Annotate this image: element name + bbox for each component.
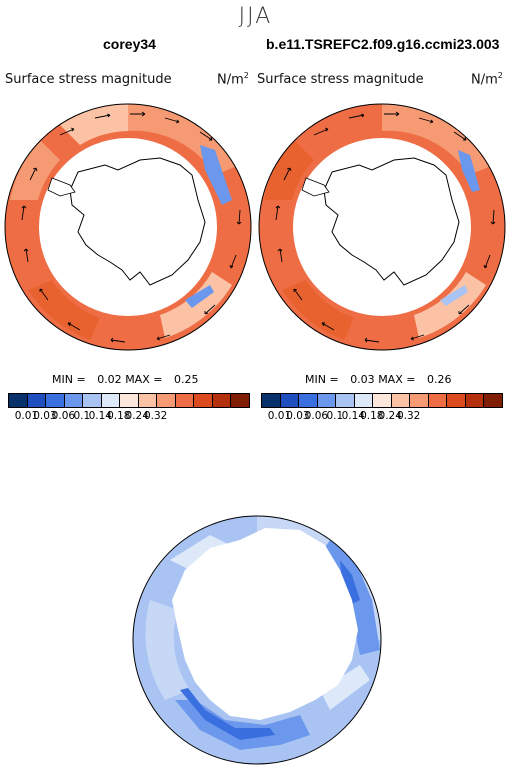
minmax-right: MIN = 0.03 MAX = 0.26 — [305, 373, 451, 386]
colorbar-swatch-right-10 — [447, 394, 466, 407]
antarctica-left — [69, 157, 206, 286]
colorbar-tick-right-4: 0.14 — [341, 410, 365, 422]
min-value-left: 0.02 — [97, 373, 122, 386]
unit-label-left: N/m2 — [217, 71, 249, 87]
map-left-border — [4, 103, 252, 351]
map-right — [259, 104, 505, 350]
unit-base-left: N/m — [217, 72, 244, 88]
colorbar-tick-right-0: 0.01 — [267, 410, 292, 422]
colorbar-tick-left-5: 0.18 — [107, 410, 131, 422]
season-title: JJA — [238, 4, 273, 29]
minmax-left: MIN = 0.02 MAX = 0.25 — [52, 373, 198, 386]
colorbar-tick-right-2: 0.06 — [304, 410, 329, 422]
colorbar-tick-left-3: 0.1 — [73, 410, 91, 422]
min-label-right: MIN = — [305, 373, 339, 386]
colorbar-swatch-right-4 — [336, 394, 355, 407]
colorbar-tick-right-6: 0.24 — [378, 410, 402, 422]
min-value-right: 0.03 — [350, 373, 375, 386]
colorbar-tick-right-7: 0.32 — [396, 410, 421, 422]
colorbar-left — [8, 393, 250, 408]
colorbar-swatch-right-5 — [354, 394, 374, 407]
map-difference-border — [132, 515, 382, 765]
unit-base-right: N/m — [471, 72, 498, 88]
colorbar-tick-left-6: 0.24 — [125, 410, 149, 422]
colorbar-swatch-right-0 — [262, 394, 281, 407]
colorbar-swatch-right-11 — [465, 394, 485, 407]
variable-label-right: Surface stress magnitude — [257, 72, 424, 87]
difference-interior — [172, 528, 358, 720]
colorbar-tick-left-1: 0.03 — [33, 410, 57, 422]
colorbar-swatch-left-6 — [120, 394, 139, 407]
case-name-left: corey34 — [103, 36, 156, 52]
colorbar-swatch-left-4 — [83, 394, 102, 407]
map-right-border — [258, 103, 506, 351]
colorbar-tick-left-2: 0.06 — [51, 410, 76, 422]
colorbar-swatch-right-8 — [410, 394, 429, 407]
colorbar-swatch-left-8 — [157, 394, 176, 407]
colorbar-swatch-right-2 — [299, 394, 318, 407]
colorbar-swatch-left-2 — [46, 394, 65, 407]
case-name-right: b.e11.TSREFC2.f09.g16.ccmi23.003 — [266, 36, 500, 52]
colorbar-swatch-left-5 — [101, 394, 121, 407]
colorbar-swatch-left-3 — [64, 394, 84, 407]
colorbar-tick-right-5: 0.18 — [360, 410, 384, 422]
colorbar-swatch-left-12 — [231, 394, 249, 407]
colorbar-tick-left-4: 0.14 — [88, 410, 112, 422]
blue-patch-right-upper — [458, 150, 480, 192]
max-value-right: 0.26 — [426, 373, 452, 386]
colorbar-swatch-left-9 — [175, 394, 195, 407]
colorbar-swatch-left-0 — [9, 394, 28, 407]
colorbar-swatch-left-1 — [27, 394, 47, 407]
colorbar-swatch-right-7 — [391, 394, 411, 407]
antarctica-right — [323, 157, 460, 286]
colorbar-swatch-left-7 — [138, 394, 158, 407]
max-label-right: MAX = — [378, 373, 416, 386]
arrows-left — [21, 111, 242, 343]
max-label-left: MAX = — [125, 373, 163, 386]
colorbar-swatch-right-12 — [484, 394, 502, 407]
colorbar-swatch-right-1 — [280, 394, 300, 407]
map-difference — [133, 516, 381, 764]
blue-patch-left-lower — [185, 285, 214, 308]
colorbar-swatch-right-3 — [317, 394, 337, 407]
colorbar-swatch-right-6 — [373, 394, 392, 407]
blue-patch-right-lower — [440, 285, 468, 306]
colorbar-tick-right-3: 0.1 — [326, 410, 344, 422]
colorbar-swatch-left-10 — [194, 394, 213, 407]
map-left — [5, 104, 251, 350]
max-value-left: 0.25 — [173, 373, 199, 386]
colorbar-tick-left-0: 0.01 — [14, 410, 39, 422]
unit-label-right: N/m2 — [471, 71, 503, 87]
colorbar-right — [261, 393, 503, 408]
colorbar-tick-left-7: 0.32 — [143, 410, 168, 422]
colorbar-swatch-left-11 — [212, 394, 232, 407]
blue-patch-left-upper — [200, 145, 232, 205]
arrows-right — [275, 111, 496, 343]
variable-label-left: Surface stress magnitude — [5, 72, 172, 87]
unit-exp-left: 2 — [243, 71, 249, 80]
colorbar-tick-right-1: 0.03 — [286, 410, 310, 422]
unit-exp-right: 2 — [497, 71, 503, 80]
min-label-left: MIN = — [52, 373, 86, 386]
colorbar-swatch-right-9 — [428, 394, 448, 407]
